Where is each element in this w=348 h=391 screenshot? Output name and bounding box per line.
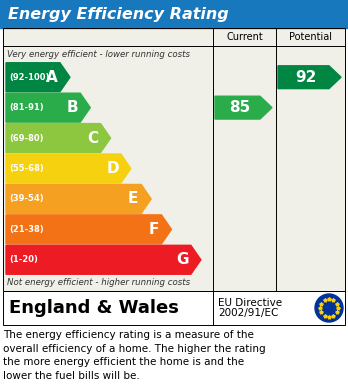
Text: (39-54): (39-54) <box>9 194 44 203</box>
Text: Current: Current <box>226 32 263 42</box>
Polygon shape <box>6 185 151 213</box>
Text: (92-100): (92-100) <box>9 73 49 82</box>
Text: (69-80): (69-80) <box>9 134 44 143</box>
Polygon shape <box>6 215 172 244</box>
Text: (55-68): (55-68) <box>9 164 44 173</box>
Polygon shape <box>6 93 90 122</box>
Text: F: F <box>148 222 159 237</box>
Text: (21-38): (21-38) <box>9 225 44 234</box>
Bar <box>3 28 345 291</box>
Polygon shape <box>278 66 341 89</box>
Text: A: A <box>46 70 58 85</box>
Text: B: B <box>66 100 78 115</box>
Text: 85: 85 <box>229 100 250 115</box>
Text: C: C <box>87 131 98 145</box>
Text: Not energy efficient - higher running costs: Not energy efficient - higher running co… <box>7 278 190 287</box>
Text: D: D <box>106 161 119 176</box>
Text: Very energy efficient - lower running costs: Very energy efficient - lower running co… <box>7 50 190 59</box>
Text: The energy efficiency rating is a measure of the
overall efficiency of a home. T: The energy efficiency rating is a measur… <box>3 330 266 381</box>
Text: 92: 92 <box>295 70 316 85</box>
Text: Energy Efficiency Rating: Energy Efficiency Rating <box>8 7 229 22</box>
Text: (1-20): (1-20) <box>9 255 38 264</box>
Polygon shape <box>215 96 272 119</box>
Polygon shape <box>6 154 131 183</box>
Text: EU Directive: EU Directive <box>218 298 282 308</box>
Polygon shape <box>6 245 201 274</box>
Text: 2002/91/EC: 2002/91/EC <box>218 308 278 318</box>
Bar <box>0 0 348 28</box>
Text: (81-91): (81-91) <box>9 103 44 112</box>
Bar <box>3 291 345 325</box>
Circle shape <box>315 294 343 322</box>
Polygon shape <box>6 124 111 152</box>
Polygon shape <box>6 63 70 91</box>
Text: Potential: Potential <box>289 32 332 42</box>
Bar <box>3 28 345 291</box>
Text: England & Wales: England & Wales <box>9 299 179 317</box>
Text: E: E <box>128 192 139 206</box>
Text: G: G <box>177 252 189 267</box>
